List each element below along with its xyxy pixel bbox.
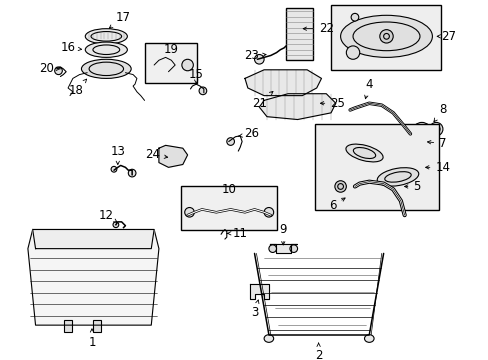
Text: 7: 7 bbox=[427, 137, 446, 150]
Circle shape bbox=[184, 207, 194, 217]
Text: 22: 22 bbox=[303, 22, 333, 35]
Bar bbox=[314, 124, 438, 210]
Bar bbox=[330, 5, 440, 70]
Text: 2: 2 bbox=[314, 343, 322, 360]
Ellipse shape bbox=[376, 168, 418, 186]
Circle shape bbox=[111, 166, 117, 172]
Ellipse shape bbox=[364, 335, 373, 342]
Polygon shape bbox=[33, 230, 154, 249]
Polygon shape bbox=[249, 284, 268, 299]
Text: 1: 1 bbox=[88, 329, 96, 349]
Text: 25: 25 bbox=[320, 97, 345, 110]
Circle shape bbox=[199, 87, 206, 95]
Circle shape bbox=[55, 67, 62, 75]
Ellipse shape bbox=[85, 29, 127, 44]
Bar bbox=[93, 320, 101, 332]
Ellipse shape bbox=[106, 234, 135, 244]
Ellipse shape bbox=[345, 144, 382, 162]
Polygon shape bbox=[244, 70, 321, 96]
Text: 26: 26 bbox=[238, 127, 259, 140]
Polygon shape bbox=[269, 244, 296, 253]
Circle shape bbox=[128, 169, 136, 177]
Ellipse shape bbox=[340, 15, 431, 57]
Text: 8: 8 bbox=[433, 103, 446, 122]
Circle shape bbox=[428, 122, 442, 136]
Text: 17: 17 bbox=[109, 11, 131, 28]
Circle shape bbox=[113, 222, 119, 228]
Circle shape bbox=[350, 13, 358, 21]
Ellipse shape bbox=[264, 335, 273, 342]
Text: 12: 12 bbox=[99, 209, 117, 222]
Bar bbox=[64, 320, 72, 332]
Circle shape bbox=[346, 46, 359, 59]
Circle shape bbox=[182, 59, 193, 71]
Text: 3: 3 bbox=[250, 300, 259, 319]
Text: 21: 21 bbox=[251, 91, 272, 110]
Circle shape bbox=[289, 245, 297, 252]
Text: 24: 24 bbox=[144, 148, 167, 161]
Ellipse shape bbox=[81, 59, 131, 78]
Ellipse shape bbox=[85, 42, 127, 57]
Text: 11: 11 bbox=[226, 227, 247, 240]
Text: 6: 6 bbox=[328, 198, 345, 212]
Circle shape bbox=[226, 138, 234, 145]
Text: 27: 27 bbox=[436, 30, 455, 43]
Circle shape bbox=[411, 122, 430, 141]
Polygon shape bbox=[28, 230, 159, 325]
Circle shape bbox=[254, 54, 264, 64]
Ellipse shape bbox=[61, 231, 103, 247]
Text: 16: 16 bbox=[61, 41, 81, 54]
Circle shape bbox=[268, 245, 276, 252]
Text: 23: 23 bbox=[244, 49, 265, 62]
Circle shape bbox=[264, 207, 273, 217]
Circle shape bbox=[379, 30, 392, 43]
Text: 13: 13 bbox=[110, 145, 125, 165]
Text: 5: 5 bbox=[404, 180, 420, 193]
Text: 9: 9 bbox=[279, 223, 286, 245]
Polygon shape bbox=[159, 145, 187, 167]
Bar bbox=[181, 186, 276, 230]
Text: 19: 19 bbox=[163, 43, 179, 56]
Bar bbox=[285, 8, 312, 60]
Text: 15: 15 bbox=[188, 68, 203, 84]
Bar bbox=[144, 43, 197, 83]
Text: 18: 18 bbox=[68, 79, 86, 97]
Text: 4: 4 bbox=[364, 78, 372, 99]
Ellipse shape bbox=[401, 185, 418, 197]
Text: 20: 20 bbox=[40, 62, 60, 75]
Circle shape bbox=[334, 181, 346, 192]
Text: 10: 10 bbox=[221, 183, 236, 196]
Polygon shape bbox=[259, 94, 335, 120]
Text: 14: 14 bbox=[425, 161, 449, 174]
